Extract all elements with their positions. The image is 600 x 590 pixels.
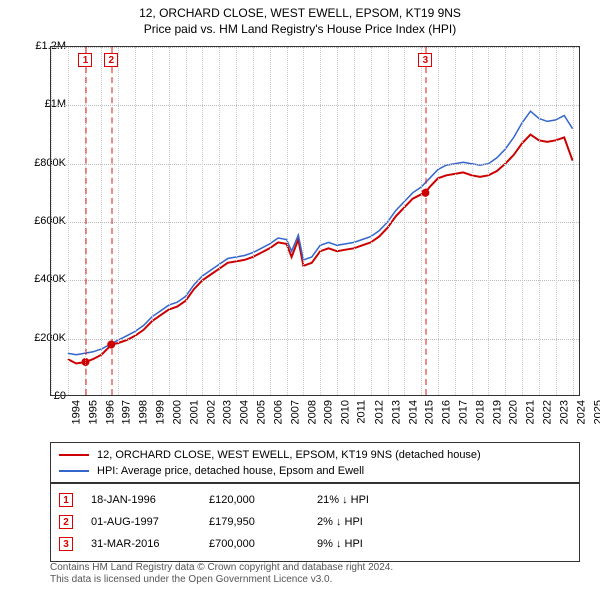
- x-tick-label: 2018: [474, 400, 486, 424]
- event-line: [425, 47, 427, 395]
- plot-area: 12 3: [50, 46, 580, 396]
- event-date: 18-JAN-1996: [91, 494, 191, 506]
- footer: Contains HM Land Registry data © Crown c…: [50, 562, 580, 586]
- chart-container: 12, ORCHARD CLOSE, WEST EWELL, EPSOM, KT…: [0, 0, 600, 590]
- chart-title: 12, ORCHARD CLOSE, WEST EWELL, EPSOM, KT…: [0, 0, 600, 20]
- x-tick-label: 2000: [171, 400, 183, 424]
- event-line: [85, 47, 87, 395]
- event-badge: 3: [418, 53, 432, 67]
- events-table: 1 18-JAN-1996 £120,000 21% ↓ HPI 2 01-AUG-199…: [50, 482, 580, 562]
- event-num: 1: [59, 493, 73, 507]
- x-tick-label: 1998: [138, 400, 150, 424]
- event-delta: 2% ↓ HPI: [317, 516, 571, 528]
- x-tick-label: 2005: [256, 400, 268, 424]
- x-tick-label: 2025: [592, 400, 600, 424]
- x-tick-label: 1995: [87, 400, 99, 424]
- x-tick-label: 2016: [441, 400, 453, 424]
- footer-line1: Contains HM Land Registry data © Crown c…: [50, 562, 580, 574]
- x-tick-label: 1997: [121, 400, 133, 424]
- event-row: 3 31-MAR-2016 £700,000 9% ↓ HPI: [59, 533, 571, 555]
- x-tick-label: 2003: [222, 400, 234, 424]
- event-row: 2 01-AUG-1997 £179,950 2% ↓ HPI: [59, 511, 571, 533]
- event-date: 31-MAR-2016: [91, 538, 191, 550]
- x-tick-label: 2004: [239, 400, 251, 424]
- event-delta: 21% ↓ HPI: [317, 494, 571, 506]
- legend-swatch-property: [59, 454, 89, 456]
- x-tick-label: 2008: [306, 400, 318, 424]
- event-num: 3: [59, 537, 73, 551]
- x-tick-label: 2022: [542, 400, 554, 424]
- legend-row-property: 12, ORCHARD CLOSE, WEST EWELL, EPSOM, KT…: [59, 447, 571, 463]
- x-tick-label: 1994: [70, 400, 82, 424]
- x-tick-label: 2002: [205, 400, 217, 424]
- x-tick-label: 2007: [289, 400, 301, 424]
- legend-label-hpi: HPI: Average price, detached house, Epso…: [97, 465, 364, 477]
- event-row: 1 18-JAN-1996 £120,000 21% ↓ HPI: [59, 489, 571, 511]
- x-tick-label: 2019: [491, 400, 503, 424]
- event-delta: 9% ↓ HPI: [317, 538, 571, 550]
- chart-subtitle: Price paid vs. HM Land Registry's House …: [0, 20, 600, 42]
- data-lines: [51, 47, 579, 395]
- x-tick-label: 1996: [104, 400, 116, 424]
- event-num: 2: [59, 515, 73, 529]
- x-tick-label: 2009: [323, 400, 335, 424]
- x-tick-label: 2024: [575, 400, 587, 424]
- x-tick-label: 2017: [457, 400, 469, 424]
- x-tick-label: 2013: [390, 400, 402, 424]
- x-tick-label: 2010: [340, 400, 352, 424]
- event-badge: 2: [104, 53, 118, 67]
- x-tick-label: 2001: [188, 400, 200, 424]
- legend: 12, ORCHARD CLOSE, WEST EWELL, EPSOM, KT…: [50, 442, 580, 484]
- legend-label-property: 12, ORCHARD CLOSE, WEST EWELL, EPSOM, KT…: [97, 449, 481, 461]
- x-tick-label: 1999: [155, 400, 167, 424]
- event-badge: 1: [78, 53, 92, 67]
- x-tick-label: 2015: [424, 400, 436, 424]
- footer-line2: This data is licensed under the Open Gov…: [50, 574, 580, 586]
- x-tick-label: 2006: [272, 400, 284, 424]
- x-tick-label: 2012: [373, 400, 385, 424]
- x-tick-label: 2021: [525, 400, 537, 424]
- event-price: £700,000: [209, 538, 299, 550]
- event-price: £120,000: [209, 494, 299, 506]
- x-tick-label: 2023: [558, 400, 570, 424]
- event-line: [111, 47, 113, 395]
- legend-swatch-hpi: [59, 470, 89, 472]
- event-date: 01-AUG-1997: [91, 516, 191, 528]
- event-price: £179,950: [209, 516, 299, 528]
- x-tick-label: 2014: [407, 400, 419, 424]
- legend-row-hpi: HPI: Average price, detached house, Epso…: [59, 463, 571, 479]
- x-tick-label: 2011: [356, 400, 368, 424]
- x-tick-label: 2020: [508, 400, 520, 424]
